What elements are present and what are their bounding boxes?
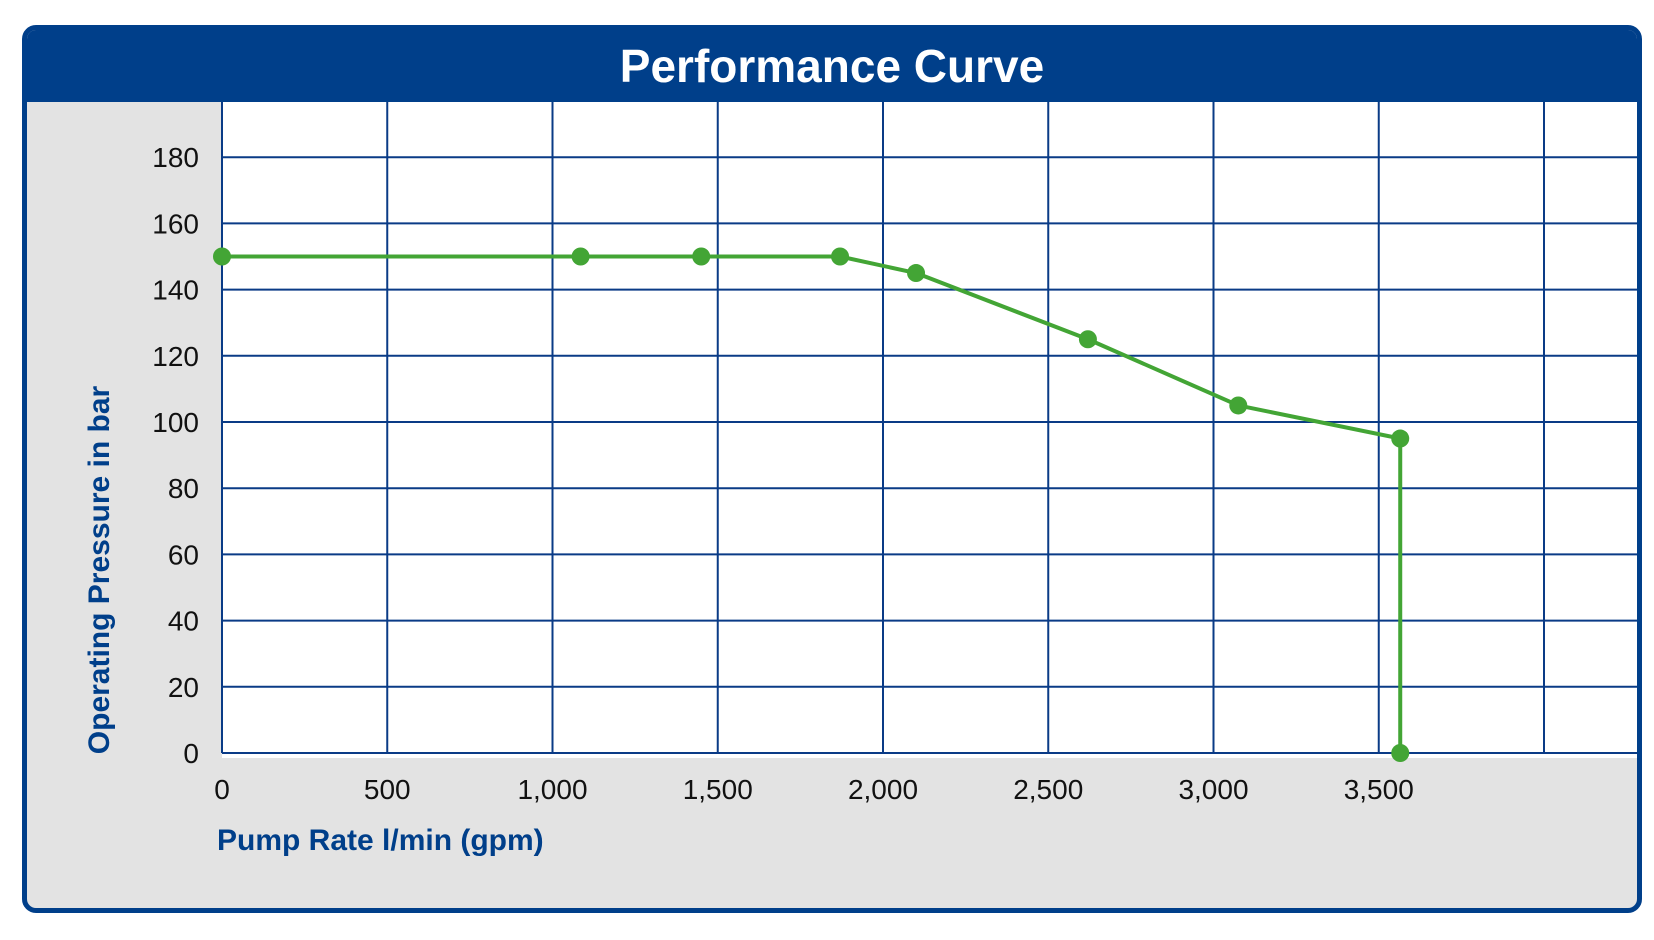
plot-area xyxy=(222,102,1637,758)
y-tick-label: 160 xyxy=(152,208,199,239)
y-tick-label: 140 xyxy=(152,275,199,306)
x-axis-label: Pump Rate l/min (gpm) xyxy=(217,824,544,857)
data-point xyxy=(213,247,231,266)
data-point xyxy=(1229,396,1248,415)
chart-title: Performance Curve xyxy=(619,40,1045,92)
y-tick-label: 0 xyxy=(183,738,199,769)
y-tick-label: 40 xyxy=(168,606,199,637)
y-tick-label: 20 xyxy=(168,672,199,703)
x-tick-label: 3,500 xyxy=(1344,774,1414,805)
data-point xyxy=(692,247,711,266)
data-point xyxy=(1391,744,1410,762)
x-tick-label: 2,000 xyxy=(848,774,918,805)
data-point xyxy=(831,247,850,266)
x-tick-label: 0 xyxy=(214,774,230,805)
grid xyxy=(221,102,1637,754)
y-tick-label: 180 xyxy=(152,142,199,173)
title-bar: Performance Curve xyxy=(27,30,1637,102)
y-tick-label: 60 xyxy=(168,539,199,570)
y-axis-label: Operating Pressure in bar xyxy=(83,385,116,754)
y-tick-label: 100 xyxy=(152,407,199,438)
data-point xyxy=(907,264,926,283)
x-tick-label: 1,500 xyxy=(683,774,753,805)
data-point xyxy=(1078,330,1097,349)
data-point xyxy=(571,247,590,266)
chart-panel: Performance Curve 0 500 1,000 1,500 2,000 2,5… xyxy=(22,25,1642,913)
x-tick-label: 1,000 xyxy=(517,774,587,805)
data-point xyxy=(1391,429,1410,448)
performance-chart: 0 500 1,000 1,500 2,000 2,500 3,000 3,500 0 20 40 6… xyxy=(83,102,1637,857)
x-tick-label: 3,000 xyxy=(1178,774,1248,805)
y-tick-label: 80 xyxy=(168,473,199,504)
series xyxy=(213,247,1410,762)
y-tick-label: 120 xyxy=(152,341,199,372)
tick-labels: 0 500 1,000 1,500 2,000 2,500 3,000 3,500 0 20 40 6… xyxy=(152,142,1414,805)
x-tick-label: 2,500 xyxy=(1013,774,1083,805)
x-tick-label: 500 xyxy=(364,774,411,805)
